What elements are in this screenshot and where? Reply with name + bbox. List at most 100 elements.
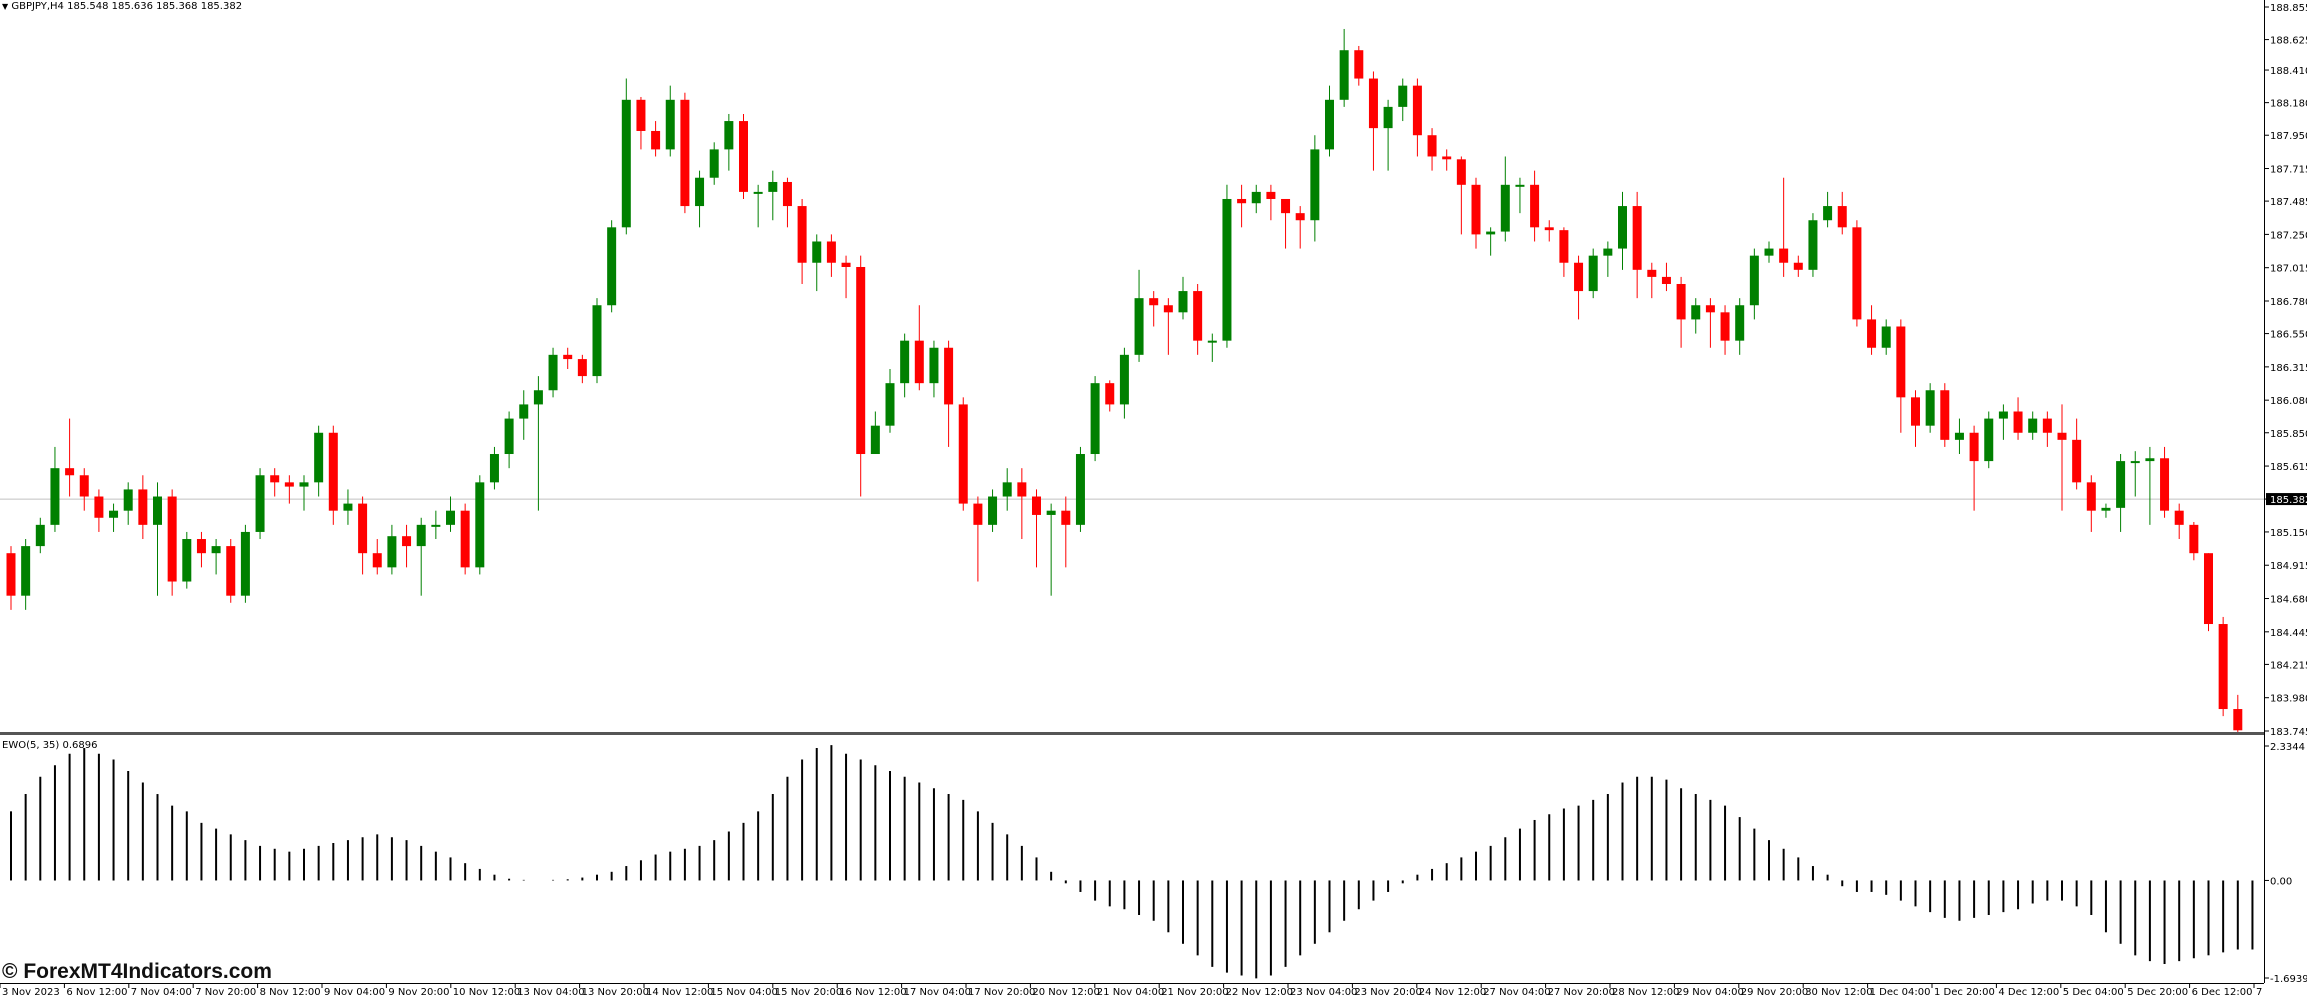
bull-candle (533, 390, 543, 405)
time-tick-label: 5 Dec 04:00 (2063, 987, 2124, 998)
bull-candle (1749, 255, 1759, 306)
bull-candle (1046, 510, 1056, 515)
bear-candle (680, 99, 690, 207)
indicator-tick-label: -1.6939 (2270, 974, 2307, 983)
bear-candle (1574, 262, 1584, 292)
bull-candle (1119, 354, 1129, 405)
bear-candle (1237, 198, 1247, 204)
bull-candle (1251, 191, 1261, 204)
bear-candle (65, 468, 75, 476)
bear-candle (372, 553, 382, 568)
bull-candle (1500, 184, 1510, 232)
bull-candle (1002, 482, 1012, 497)
bull-candle (1075, 454, 1085, 525)
watermark: © ForexMT4Indicators.com (2, 960, 272, 984)
bull-candle (35, 524, 45, 547)
bull-candle (1339, 50, 1349, 100)
bear-candle (1032, 496, 1041, 515)
bull-candle (548, 354, 558, 391)
bull-candle (1881, 326, 1891, 348)
indicator-header: EWO(5, 35) 0.6896 (2, 740, 98, 751)
bull-candle (1954, 432, 1964, 440)
bear-candle (826, 241, 836, 263)
bull-candle (489, 454, 499, 483)
bull-candle (1207, 340, 1217, 343)
price-tick-label: 186.080 (2270, 396, 2307, 407)
time-axis[interactable]: 3 Nov 2023 6 Nov 12:00 7 Nov 04:00 7 Nov 20… (0, 983, 2264, 998)
bear-candle (2013, 411, 2023, 433)
triangle-down-icon[interactable]: ▼ (2, 2, 9, 11)
bear-candle (797, 206, 807, 263)
time-tick-label: 30 Nov 12:00 (1805, 987, 1872, 998)
bull-candle (1325, 99, 1334, 150)
price-tick-label: 185.150 (2270, 528, 2307, 539)
bear-candle (1676, 283, 1686, 320)
bear-candle (284, 482, 294, 487)
bear-candle (226, 546, 236, 596)
bear-candle (1911, 397, 1920, 426)
bull-candle (1398, 85, 1408, 107)
time-tick-label: 20 Nov 12:00 (1032, 987, 1099, 998)
bear-candle (138, 489, 148, 525)
bull-candle (929, 347, 939, 384)
price-tick-label: 184.215 (2270, 660, 2307, 671)
bull-candle (1735, 305, 1745, 341)
bull-candle (299, 482, 309, 487)
time-tick-label: 6 Dec 12:00 (2192, 987, 2253, 998)
bear-candle (196, 539, 206, 554)
bear-candle (1720, 312, 1730, 341)
bull-candle (621, 99, 631, 228)
bull-candle (431, 524, 441, 527)
bear-candle (1105, 383, 1115, 405)
time-tick-label: 23 Nov 04:00 (1290, 987, 1357, 998)
bull-candle (21, 546, 31, 596)
bear-candle (958, 404, 968, 504)
bear-candle (328, 432, 338, 511)
price-tick-label: 184.915 (2270, 561, 2307, 572)
bear-candle (1940, 390, 1950, 440)
price-tick-label: 188.625 (2270, 36, 2307, 47)
candlestick-chart (0, 28, 2264, 732)
bull-candle (1691, 305, 1701, 320)
bull-candle (753, 191, 763, 194)
bear-candle (1544, 227, 1554, 231)
ewo-histogram (10, 745, 2254, 979)
time-tick-label: 29 Nov 20:00 (1741, 987, 1808, 998)
bear-candle (1354, 50, 1364, 79)
price-tick-label: 185.850 (2270, 429, 2307, 440)
bull-candle (1588, 255, 1598, 292)
time-tick-label: 14 Nov 12:00 (646, 987, 713, 998)
price-axis[interactable]: 188.855 188.625 188.410 188.180 187.950 187.7… (2264, 0, 2307, 983)
bear-candle (1632, 206, 1642, 270)
price-tick-label: 185.615 (2270, 462, 2307, 473)
bear-candle (2042, 418, 2052, 433)
bull-candle (1808, 220, 1818, 270)
bull-candle (343, 503, 353, 511)
price-tick-label: 186.550 (2270, 330, 2307, 341)
bear-candle (651, 130, 661, 150)
bull-candle (475, 482, 485, 568)
bear-candle (1281, 198, 1291, 214)
time-tick-label: 5 Dec 20:00 (2127, 987, 2188, 998)
ewo-indicator-pane[interactable]: EWO(5, 35) 0.6896 (0, 738, 2264, 983)
bear-candle (1852, 227, 1862, 320)
price-chart-pane[interactable]: ▼ GBPJPY,H4 185.548 185.636 185.368 185.… (0, 0, 2264, 735)
time-tick-label: 28 Nov 12:00 (1612, 987, 1679, 998)
price-tick-label: 187.485 (2270, 197, 2307, 208)
bull-candle (709, 149, 719, 178)
time-tick-label: 13 Nov 20:00 (582, 987, 649, 998)
bull-candle (695, 177, 705, 207)
bull-candle (870, 425, 880, 455)
bull-candle (1222, 198, 1232, 341)
bull-candle (2116, 461, 2126, 508)
price-tick-label: 186.780 (2270, 297, 2307, 308)
bear-candle (1793, 262, 1803, 270)
bear-candle (2072, 439, 2082, 483)
bull-candle (1090, 383, 1100, 455)
bear-candle (2189, 524, 2199, 554)
bear-candle (1427, 135, 1437, 157)
time-tick-label: 21 Nov 04:00 (1097, 987, 1164, 998)
time-tick-label: 22 Nov 12:00 (1226, 987, 1293, 998)
bear-candle (1442, 156, 1452, 160)
bear-candle (1530, 184, 1540, 228)
